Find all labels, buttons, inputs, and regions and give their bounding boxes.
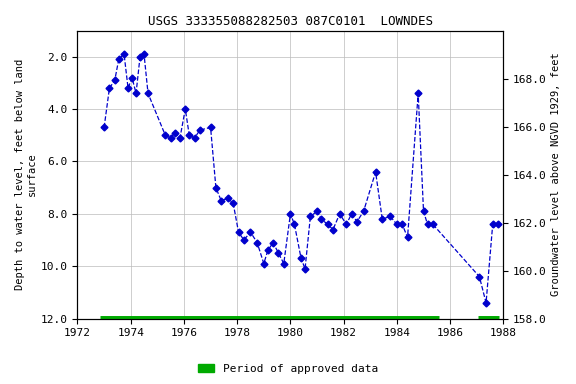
Y-axis label: Depth to water level, feet below land
surface: Depth to water level, feet below land su… [15,59,37,290]
Title: USGS 333355088282503 087C0101  LOWNDES: USGS 333355088282503 087C0101 LOWNDES [148,15,433,28]
Legend: Period of approved data: Period of approved data [193,359,383,379]
Y-axis label: Groundwater level above NGVD 1929, feet: Groundwater level above NGVD 1929, feet [551,53,561,296]
